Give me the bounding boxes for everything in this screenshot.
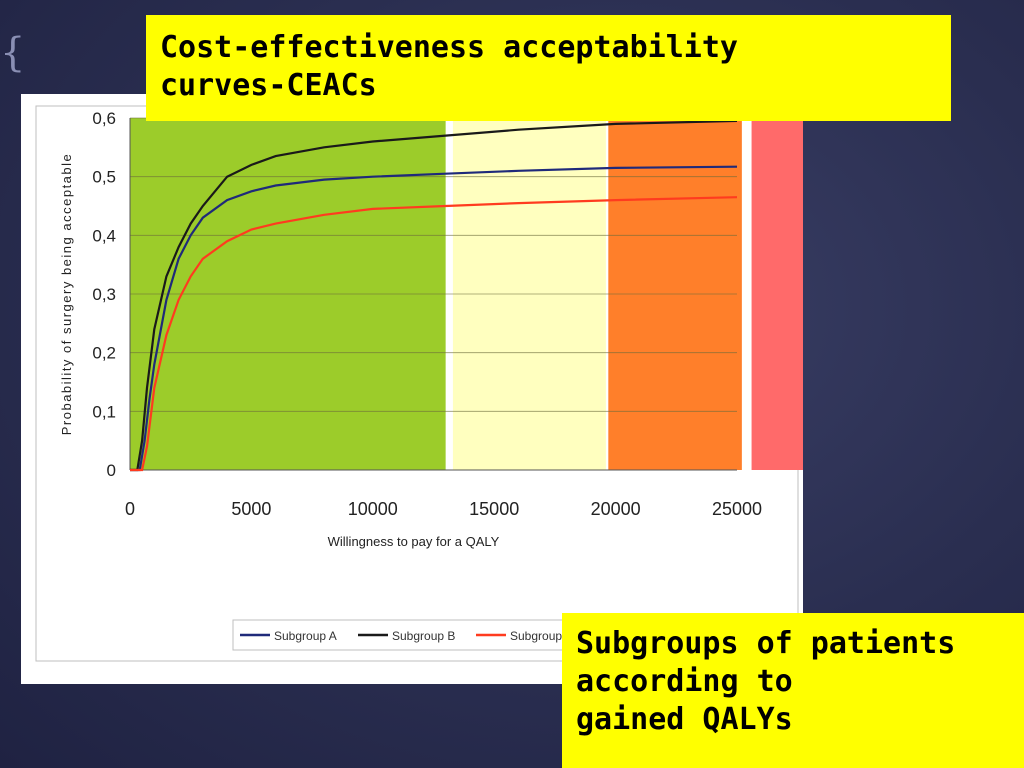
y-tick-label-2: 0,2 bbox=[92, 344, 116, 363]
note-line-3: gained QALYs bbox=[576, 702, 793, 737]
series-line-1 bbox=[130, 165, 738, 472]
ceac-chart: 0 0,1 0,2 0,3 0,4 0,5 0,6 0 5000 10000 15000 20000 2… bbox=[35, 105, 803, 662]
chart-card: 0 0,1 0,2 0,3 0,4 0,5 0,6 0 5000 10000 15000 20000 2… bbox=[21, 94, 803, 684]
title-line-1: Cost-effectiveness acceptability bbox=[160, 30, 738, 65]
x-tick-label-4: 20000 bbox=[591, 499, 641, 519]
x-tick-label-0: 0 bbox=[125, 499, 135, 519]
y-tick-label-1: 0,1 bbox=[92, 402, 116, 421]
x-axis-label: Willingness to pay for a QALY bbox=[328, 534, 500, 549]
y-axis-label: Probability of surgery being acceptable bbox=[59, 153, 74, 436]
x-tick-label-3: 15000 bbox=[469, 499, 519, 519]
note-callout: Subgroups of patients according to gaine… bbox=[562, 613, 1024, 768]
band-4 bbox=[751, 118, 803, 470]
legend-label-2: Subgroup B bbox=[392, 629, 455, 643]
x-tick-label-2: 10000 bbox=[348, 499, 398, 519]
y-tick-label-5: 0,5 bbox=[92, 168, 116, 187]
title-callout: Cost-effectiveness acceptability curves-… bbox=[146, 15, 951, 121]
legend-label-1: Subgroup A bbox=[274, 629, 337, 643]
legend-label-3: Subgroup C bbox=[510, 629, 574, 643]
y-tick-label-0: 0 bbox=[107, 461, 116, 480]
x-tick-label-5: 25000 bbox=[712, 499, 762, 519]
x-tick-label-1: 5000 bbox=[231, 499, 271, 519]
note-line-2: according to bbox=[576, 664, 793, 699]
y-tick-label-4: 0,4 bbox=[92, 226, 116, 245]
y-tick-label-3: 0,3 bbox=[92, 285, 116, 304]
series-line-3 bbox=[130, 196, 738, 472]
y-tick-label-6: 0,6 bbox=[92, 109, 116, 128]
left-brace-decoration: { bbox=[0, 30, 26, 76]
note-line-1: Subgroups of patients bbox=[576, 626, 956, 661]
series-line-2 bbox=[130, 119, 738, 472]
title-line-2: curves-CEACs bbox=[160, 68, 377, 103]
